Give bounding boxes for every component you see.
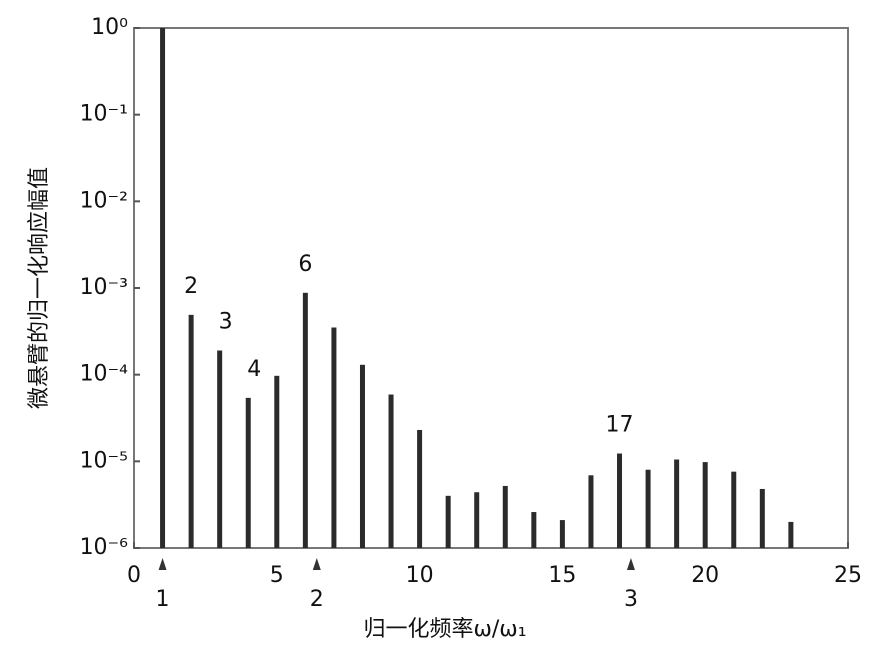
bar bbox=[702, 462, 708, 548]
bar bbox=[331, 327, 337, 548]
y-tick-label: 10⁻¹ bbox=[80, 102, 128, 127]
bar bbox=[588, 475, 594, 548]
y-tick-label: 10⁻³ bbox=[80, 275, 128, 300]
marker-arrow bbox=[312, 558, 321, 570]
marker-label: 2 bbox=[310, 587, 324, 612]
bar bbox=[217, 350, 223, 548]
x-tick-label: 25 bbox=[834, 563, 862, 588]
bar bbox=[274, 375, 280, 548]
bar bbox=[645, 469, 651, 548]
y-tick-label: 10⁰ bbox=[91, 15, 128, 40]
y-axis-label: 微悬臂的归一化响应幅值 bbox=[27, 167, 52, 409]
bar bbox=[559, 520, 565, 548]
y-tick-label: 10⁻² bbox=[80, 188, 128, 213]
plot-frame bbox=[133, 27, 849, 549]
marker-label: 3 bbox=[624, 587, 638, 612]
bar bbox=[531, 512, 537, 548]
marker-arrow bbox=[158, 558, 167, 570]
bar bbox=[731, 471, 737, 548]
marker-label: 1 bbox=[156, 587, 170, 612]
bar bbox=[388, 394, 394, 548]
x-tick-label: 0 bbox=[127, 563, 141, 588]
bar bbox=[474, 492, 480, 548]
x-tick-label: 5 bbox=[270, 563, 284, 588]
x-tick-label: 15 bbox=[548, 563, 576, 588]
bar bbox=[617, 453, 623, 548]
bar bbox=[245, 397, 251, 548]
bar bbox=[788, 521, 794, 548]
y-tick-label: 10⁻⁵ bbox=[80, 448, 128, 473]
bar bbox=[160, 28, 166, 548]
bar bbox=[759, 488, 765, 548]
annotation: 2 bbox=[184, 274, 198, 299]
bar bbox=[417, 429, 423, 548]
y-tick-label: 10⁻⁶ bbox=[80, 535, 129, 560]
bar bbox=[445, 495, 451, 548]
bar bbox=[674, 459, 680, 548]
annotation: 4 bbox=[247, 357, 261, 382]
annotation: 17 bbox=[606, 413, 634, 438]
marker-arrow bbox=[626, 558, 635, 570]
bar bbox=[302, 292, 308, 548]
annotation: 6 bbox=[298, 252, 312, 277]
annotation: 3 bbox=[219, 310, 233, 335]
x-tick-label: 10 bbox=[406, 563, 434, 588]
y-tick-label: 10⁻⁴ bbox=[80, 362, 129, 387]
bar bbox=[502, 485, 508, 548]
x-tick-label: 20 bbox=[691, 563, 719, 588]
x-axis-label: 归一化频率ω/ω₁ bbox=[363, 617, 526, 642]
bar bbox=[359, 364, 365, 548]
bar bbox=[188, 314, 194, 548]
